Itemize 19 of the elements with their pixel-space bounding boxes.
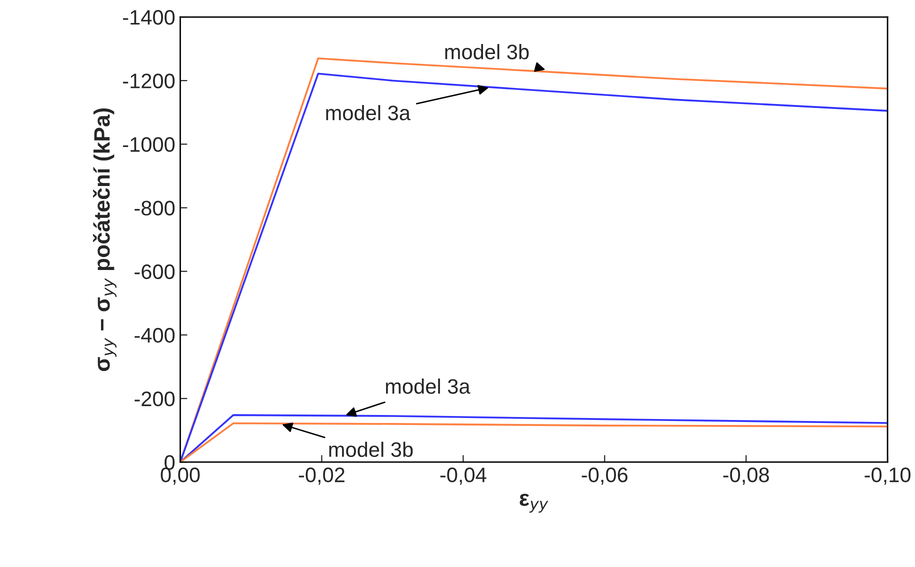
annotation: model 3a — [386, 378, 470, 394]
annotation: model 3b — [329, 442, 413, 458]
y-tick-label: -400 — [134, 328, 175, 343]
y-axis-title: σ$_{yy}$ − σ$_{yy}$ počáteční (kPa) — [93, 108, 116, 372]
y-tick-label: -600 — [134, 264, 175, 280]
x-tick-label: -0,08 — [723, 468, 769, 485]
y-tick-label: -1000 — [123, 137, 175, 152]
x-tick-label: 0,00 — [160, 468, 200, 485]
y-tick-label: -1200 — [123, 74, 175, 88]
y-tick-label: -800 — [134, 200, 175, 216]
y-tick-label: -1400 — [123, 10, 175, 25]
x-tick-label: -0,10 — [864, 468, 910, 485]
y-tick-label: -200 — [134, 392, 175, 406]
x-tick-label: -0,04 — [440, 468, 486, 485]
x-axis-title: ε$_{yy}$ — [520, 494, 548, 513]
x-tick-label: -0,06 — [582, 468, 628, 485]
annotation: model 3b — [445, 44, 529, 60]
annotation: model 3a — [326, 105, 410, 120]
x-tick-label: -0,02 — [298, 468, 344, 485]
